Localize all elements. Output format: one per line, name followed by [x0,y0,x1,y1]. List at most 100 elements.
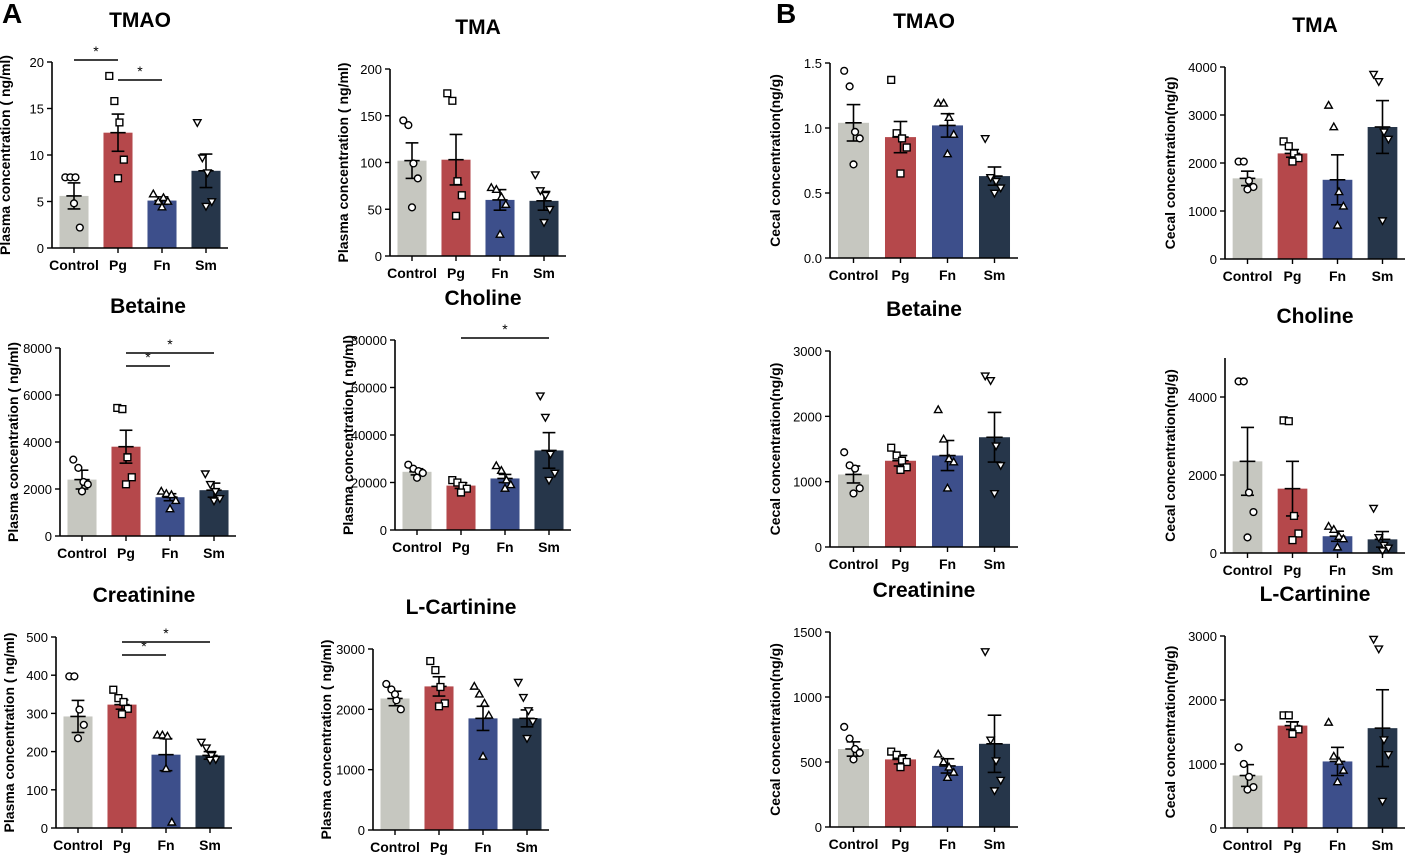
y-tick-label: 2000 [793,409,822,424]
y-tick-label: 60000 [351,381,387,396]
y-tick-label: 0.0 [804,251,822,266]
data-point [83,480,92,489]
y-tick-label: 150 [360,109,382,124]
data-point [1328,121,1339,131]
y-tick-label: 15 [30,102,44,117]
x-tick-label: Control [49,257,99,273]
data-point [396,705,405,714]
data-point [989,787,1000,796]
x-tick-label: Pg [452,539,470,555]
data-point [1373,645,1384,655]
data-point [995,776,1006,786]
chart-10: Creatinine Cecal concentration(ng/g) 0 500 1… [767,579,1018,852]
data-point [933,748,944,758]
data-point [887,75,896,84]
y-tick-label: 0 [1210,546,1217,561]
chart-title: L-Cartinine [406,596,517,619]
data-point [500,483,510,492]
y-tick-label: 20000 [351,476,387,491]
y-axis-label: Cecal concentration(ng/g) [767,643,783,816]
bar-sm [978,176,1011,258]
bar-fn [468,718,498,830]
data-point [1284,142,1293,151]
data-point [535,392,546,402]
data-point [1368,70,1379,80]
chart-title: Creatinine [93,584,196,607]
chart-3: Choline Plasma concentration ( ng/ml) 0 200… [340,287,571,555]
y-tick-label: 2000 [1188,693,1217,708]
significance-star: * [141,638,147,654]
x-tick-label: Control [829,836,879,852]
data-point [1239,157,1248,166]
significance-star: * [137,63,143,79]
data-point [1377,547,1388,556]
data-point [948,767,959,776]
data-point [209,497,219,507]
x-tick-label: Control [1223,837,1273,853]
data-point [840,448,849,457]
chart-9: Choline Cecal concentration(ng/g) 0 2000 400… [1162,305,1405,578]
data-point [418,468,427,478]
chart-5: L-Cartinine Plasma concentration ( ng/ml)… [318,596,549,855]
data-point [162,730,173,740]
data-point [210,487,221,497]
data-point [1338,533,1349,543]
data-point [457,191,466,200]
x-tick-label: Sm [984,267,1006,283]
data-point [1328,524,1339,534]
data-point [902,143,911,152]
y-tick-label: 1000 [793,475,822,490]
data-point [474,688,485,698]
y-tick-label: 4000 [23,435,52,450]
chart-6: TMAO Cecal concentration(ng/g) 0.0 0.5 1.0 1.… [767,10,1018,283]
y-tick-label: 0 [815,820,822,835]
y-tick-label: 0 [380,523,387,538]
data-point [942,148,953,158]
data-point [158,192,169,202]
data-point [448,96,457,105]
data-point [855,134,864,143]
data-point [1234,743,1243,752]
y-tick-label: 5 [37,195,44,210]
y-tick-label: 500 [800,755,822,770]
data-point [113,174,123,183]
x-tick-label: Control [1223,268,1273,284]
data-point [540,191,551,201]
data-point [887,443,896,452]
data-point [1284,711,1293,720]
data-point [850,464,860,473]
x-tick-label: Pg [892,556,910,572]
data-point [980,134,991,144]
chart-8: Betaine Cecal concentration(ng/g) 0 1000 200… [767,298,1018,572]
x-tick-label: Fn [1329,562,1346,578]
data-point [201,744,212,754]
data-point [849,489,858,498]
panel-letter-b: B [776,0,797,29]
x-tick-label: Sm [984,556,1006,572]
data-point [1383,750,1394,760]
data-point [896,465,905,475]
chart-7: TMA Cecal concentration(ng/g) 0 1000 2000 300… [1162,14,1405,284]
y-axis-label: Plasma concentration ( ng/ml) [318,640,334,840]
data-point [436,682,445,692]
y-tick-label: 300 [26,706,48,721]
y-tick-label: 4000 [1188,390,1217,405]
data-point [1244,176,1254,185]
data-point [1243,185,1252,194]
chart-title: Creatinine [873,579,976,602]
data-point [118,405,127,414]
data-point [426,656,435,666]
y-tick-label: 1.5 [804,56,822,71]
chart-title: TMAO [893,10,955,33]
chart-2: Betaine Plasma concentration ( ng/ml) 0 200… [5,295,236,561]
x-tick-label: Control [1223,562,1273,578]
y-tick-label: 1000 [1188,204,1217,219]
data-point [980,372,991,382]
x-tick-label: Pg [447,265,465,281]
y-tick-label: 2000 [23,482,52,497]
data-point [501,474,512,484]
data-point [469,681,480,690]
bar-control [837,474,870,547]
data-point [166,489,177,499]
